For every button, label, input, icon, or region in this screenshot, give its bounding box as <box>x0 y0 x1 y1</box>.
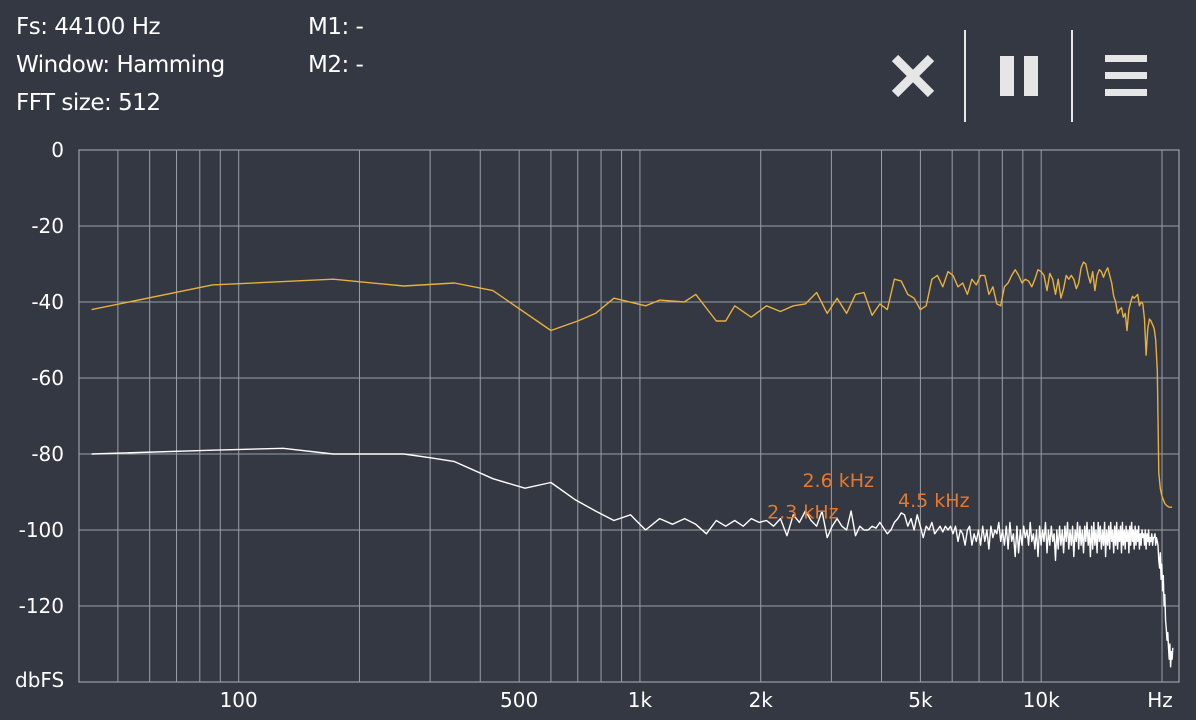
close-icon <box>891 54 935 98</box>
close-button[interactable] <box>870 30 956 122</box>
y-tick-label: -20 <box>31 214 64 238</box>
x-tick-label: 500 <box>500 688 538 712</box>
window-type-label: Window: Hamming <box>16 52 225 78</box>
series-peak-line <box>91 261 1173 508</box>
fft-size-label: FFT size: 512 <box>16 90 161 116</box>
x-tick-label: 1k <box>628 688 653 712</box>
pause-button[interactable] <box>976 30 1064 122</box>
chart-series <box>91 261 1174 668</box>
plot-frame <box>78 149 1180 683</box>
y-tick-label: -100 <box>19 518 64 542</box>
y-tick-label: -80 <box>31 442 64 466</box>
chart-markers: 2.6 kHz 2.3 kHz 4.5 kHz <box>767 470 970 523</box>
series-current-line <box>91 447 1174 668</box>
x-axis-label: Hz <box>1147 688 1173 712</box>
toolbar-divider <box>964 30 966 122</box>
peak-marker-label: 4.5 kHz <box>898 490 970 512</box>
y-tick-label: 0 <box>51 138 64 162</box>
peak-marker-label: 2.3 kHz <box>767 501 839 523</box>
toolbar-divider <box>1071 30 1073 122</box>
chart-axes: 0 -20 -40 -60 -80 -100 -120 dbFS 100 500 1k 2k 5k 10k… <box>15 138 1173 712</box>
y-tick-label: -120 <box>19 594 64 618</box>
menu-icon <box>1105 55 1147 96</box>
x-tick-label: 5k <box>908 688 933 712</box>
sample-rate-label: Fs: 44100 Hz <box>16 14 161 40</box>
pause-icon <box>1000 56 1038 96</box>
marker-2-label: M2: - <box>308 52 364 78</box>
x-tick-label: 10k <box>1023 688 1060 712</box>
x-tick-label: 100 <box>220 688 258 712</box>
y-tick-label: -60 <box>31 366 64 390</box>
y-axis-label: dbFS <box>15 668 64 692</box>
marker-1-label: M1: - <box>308 14 364 40</box>
chart-grid <box>78 149 1180 683</box>
x-tick-label: 2k <box>749 688 774 712</box>
y-tick-label: -40 <box>31 290 64 314</box>
peak-marker-label: 2.6 kHz <box>802 470 874 492</box>
menu-button[interactable] <box>1084 30 1168 122</box>
